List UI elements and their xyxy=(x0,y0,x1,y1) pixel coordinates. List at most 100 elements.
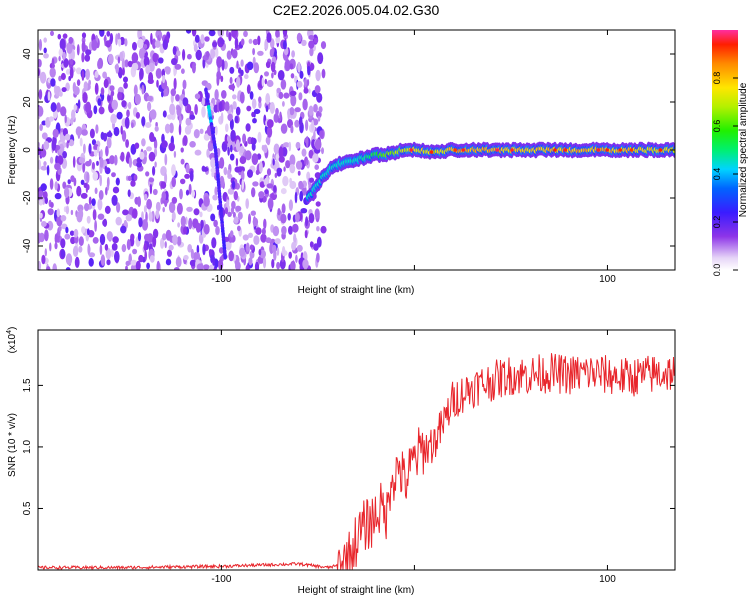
noise-cell xyxy=(149,132,155,142)
noise-cell xyxy=(138,48,145,59)
noise-cell xyxy=(261,227,266,236)
noise-cell xyxy=(246,105,252,112)
carrier-peak-cell xyxy=(563,148,568,152)
noise-cell xyxy=(91,162,95,170)
noise-cell xyxy=(40,148,47,158)
noise-cell xyxy=(69,230,75,236)
noise-cell xyxy=(282,175,289,187)
noise-cell xyxy=(94,220,97,232)
noise-cell xyxy=(251,153,259,166)
noise-cell xyxy=(59,91,63,97)
noise-cell xyxy=(191,190,195,198)
noise-cell xyxy=(266,32,272,43)
noise-cell xyxy=(72,245,79,257)
noise-cell xyxy=(218,101,223,112)
noise-cell xyxy=(38,147,42,156)
noise-cell xyxy=(287,213,291,221)
noise-cell xyxy=(201,96,205,107)
noise-cell xyxy=(41,221,47,227)
noise-cell xyxy=(229,76,233,85)
noise-cell xyxy=(280,188,287,195)
noise-cell xyxy=(231,30,238,38)
noise-cell xyxy=(60,72,66,81)
noise-cell xyxy=(143,44,148,49)
colorbar-tick-label: 0.2 xyxy=(712,216,722,229)
noise-cell xyxy=(138,217,143,228)
noise-cell xyxy=(258,191,265,199)
noise-cell xyxy=(308,35,315,40)
noise-cell xyxy=(314,208,320,219)
noise-cell xyxy=(176,202,183,215)
noise-cell xyxy=(38,159,42,170)
noise-cell xyxy=(97,59,102,70)
noise-cell xyxy=(161,140,168,149)
noise-cell xyxy=(76,185,82,197)
noise-cell xyxy=(283,92,290,99)
noise-cell xyxy=(160,237,165,249)
spectrogram-x-ticks: -100 100 xyxy=(211,30,616,285)
noise-cell xyxy=(172,234,178,246)
noise-cell xyxy=(125,260,131,267)
noise-cell xyxy=(203,196,210,207)
noise-cell xyxy=(308,149,314,159)
noise-cell xyxy=(236,76,241,88)
noise-cell xyxy=(214,89,219,101)
noise-cell xyxy=(239,156,247,165)
noise-cell xyxy=(61,87,67,93)
noise-cell xyxy=(99,244,103,255)
noise-cell xyxy=(91,198,96,207)
noise-cell xyxy=(182,49,186,61)
noise-cell xyxy=(38,89,43,100)
noise-cell xyxy=(54,242,58,250)
noise-cell xyxy=(277,208,281,216)
carrier-peak-cell xyxy=(596,148,601,152)
noise-cell xyxy=(114,154,118,166)
noise-cell xyxy=(272,158,275,166)
noise-cell xyxy=(240,38,245,46)
noise-cell xyxy=(143,242,147,251)
noise-cell xyxy=(91,39,98,51)
noise-cell xyxy=(300,208,308,214)
noise-cell xyxy=(133,84,138,97)
noise-cell xyxy=(266,183,274,189)
noise-cell xyxy=(226,30,229,38)
y-tick-label: 1.5 xyxy=(22,378,33,392)
noise-cell xyxy=(284,59,291,72)
noise-cell xyxy=(308,213,315,224)
noise-cell xyxy=(166,114,174,120)
noise-cell xyxy=(183,254,189,261)
noise-cell xyxy=(165,258,172,266)
noise-cell xyxy=(263,144,268,154)
noise-cell xyxy=(127,189,131,197)
noise-cell xyxy=(279,111,282,122)
noise-cell xyxy=(119,51,124,62)
noise-cell xyxy=(212,194,218,201)
noise-cell xyxy=(194,104,198,115)
noise-cell xyxy=(46,165,50,176)
noise-cell xyxy=(250,137,254,145)
noise-cell xyxy=(180,215,186,228)
noise-cell xyxy=(251,111,255,118)
noise-cell xyxy=(148,72,154,84)
noise-cell xyxy=(193,252,199,261)
noise-cell xyxy=(152,38,157,49)
noise-cell xyxy=(100,149,103,159)
noise-cell xyxy=(294,107,301,113)
noise-cell xyxy=(162,110,167,118)
noise-cell xyxy=(44,196,48,205)
noise-cell xyxy=(47,208,54,216)
noise-cell xyxy=(104,243,109,251)
noise-cell xyxy=(77,99,81,109)
noise-cell xyxy=(146,95,153,102)
noise-cell xyxy=(191,61,196,74)
noise-cell xyxy=(73,86,80,96)
noise-cell xyxy=(213,219,218,228)
noise-cell xyxy=(317,115,321,122)
noise-cell xyxy=(313,130,316,140)
noise-cell xyxy=(245,264,250,270)
noise-cell xyxy=(240,69,244,77)
noise-cell xyxy=(189,141,196,148)
noise-cell xyxy=(92,171,99,181)
noise-cell xyxy=(88,143,92,155)
noise-cell xyxy=(251,142,256,151)
